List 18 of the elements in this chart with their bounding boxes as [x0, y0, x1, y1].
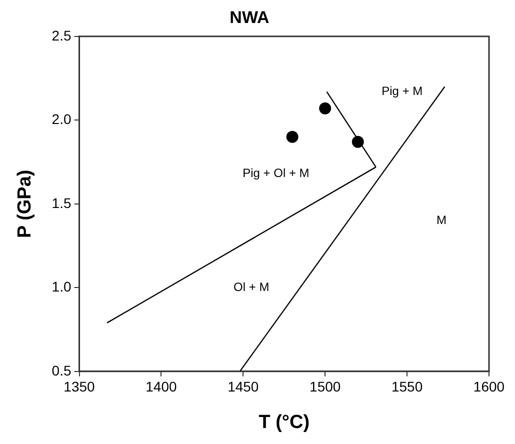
y-tick-label: 1.5: [52, 194, 72, 211]
x-tick-label: 1350: [64, 378, 96, 395]
x-tick-label: 1400: [146, 378, 177, 395]
y-axis-title: P (GPa): [14, 170, 36, 238]
x-axis-title: T (°C): [258, 412, 310, 433]
x-tick-label: 1450: [228, 378, 259, 395]
x-tick-label: 1500: [310, 378, 341, 395]
x-tick-label: 1600: [473, 378, 505, 395]
chart-title: NWA: [230, 8, 270, 27]
y-tick-label: 1.0: [52, 278, 72, 295]
annotation: Pig + Ol + M: [242, 166, 310, 180]
annotation: Ol + M: [234, 280, 270, 294]
y-tick-label: 2.5: [52, 27, 72, 44]
annotation: Pig + M: [382, 84, 423, 98]
x-tick-label: 1550: [391, 378, 423, 395]
y-tick-label: 0.5: [52, 362, 72, 378]
annotation: M: [436, 212, 446, 227]
y-tick-label: 2.0: [52, 111, 72, 128]
